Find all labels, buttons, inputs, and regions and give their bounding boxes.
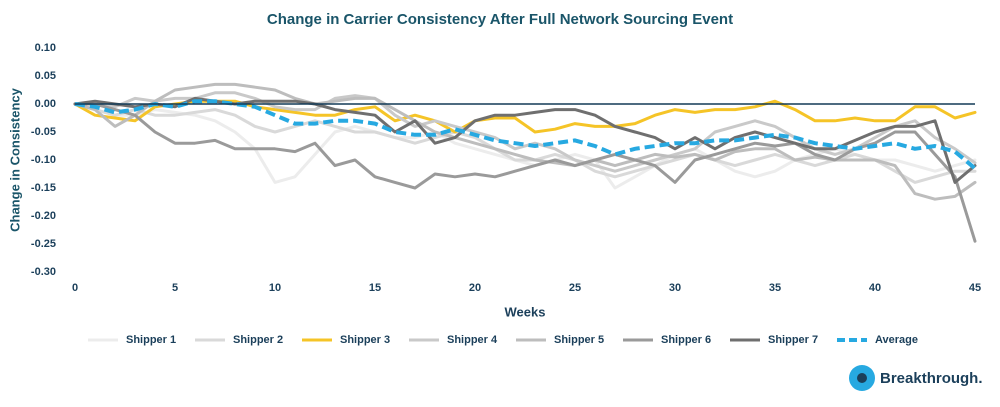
x-tick-label: 30 <box>669 282 681 294</box>
series-line <box>73 102 977 243</box>
y-tick-label: -0.25 <box>31 238 56 250</box>
series-line <box>73 91 977 173</box>
series-line <box>74 99 977 170</box>
x-axis-label: Weeks <box>505 304 546 319</box>
x-tick-label: 45 <box>969 282 981 294</box>
y-tick-label: -0.05 <box>31 126 56 138</box>
x-tick-label: 15 <box>369 282 381 294</box>
legend-label: Shipper 6 <box>661 334 711 346</box>
y-tick-label: 0.00 <box>35 98 56 110</box>
y-axis-label: Change in Consistency <box>7 87 22 232</box>
series-line <box>73 102 977 184</box>
logo: Breakthrough. <box>849 365 983 391</box>
legend-label: Average <box>875 334 918 346</box>
x-tick-label: 5 <box>172 282 178 294</box>
logo-text: Breakthrough. <box>880 370 983 387</box>
legend-label: Shipper 4 <box>447 334 498 346</box>
legend-label: Shipper 1 <box>126 334 176 346</box>
y-tick-label: 0.05 <box>35 70 56 82</box>
x-tick-label: 25 <box>569 282 581 294</box>
x-tick-label: 20 <box>469 282 481 294</box>
y-tick-label: -0.10 <box>31 154 56 166</box>
series-line <box>73 99 977 134</box>
y-tick-label: -0.20 <box>31 210 56 222</box>
x-tick-label: 0 <box>72 282 78 294</box>
x-tick-label: 10 <box>269 282 281 294</box>
y-tick-label: 0.10 <box>35 42 56 54</box>
y-tick-label: -0.15 <box>31 182 56 194</box>
x-tick-label: 40 <box>869 282 881 294</box>
x-tick-label: 35 <box>769 282 781 294</box>
logo-icon-center <box>857 373 867 383</box>
legend-label: Shipper 3 <box>340 334 390 346</box>
legend-label: Shipper 2 <box>233 334 283 346</box>
y-tick-label: -0.30 <box>31 266 56 278</box>
chart-title: Change in Carrier Consistency After Full… <box>267 11 733 28</box>
legend-label: Shipper 7 <box>768 334 818 346</box>
legend-label: Shipper 5 <box>554 334 604 346</box>
